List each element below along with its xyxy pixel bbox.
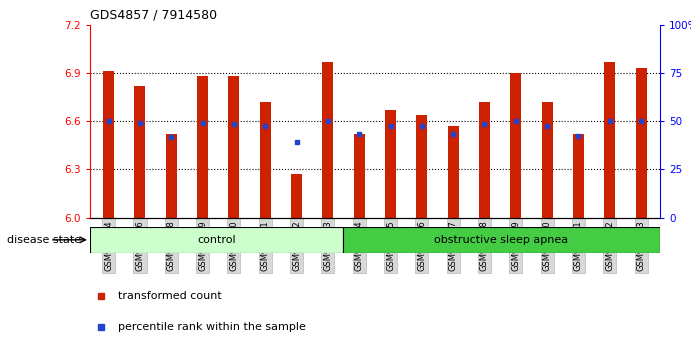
Bar [354, 134, 365, 218]
Bar [90, 227, 343, 253]
Text: GDS4857 / 7914580: GDS4857 / 7914580 [90, 9, 217, 22]
Text: control: control [197, 235, 236, 245]
Text: transformed count: transformed count [118, 291, 222, 301]
Bar [448, 126, 459, 218]
Text: disease state: disease state [7, 235, 81, 245]
Bar [417, 115, 427, 218]
Bar [542, 102, 553, 218]
Bar [135, 86, 145, 218]
Bar [511, 73, 521, 218]
Bar [197, 76, 208, 218]
Bar [166, 134, 177, 218]
Bar [573, 134, 584, 218]
Bar [260, 102, 271, 218]
Bar [343, 227, 660, 253]
Bar [323, 62, 333, 218]
Bar [605, 62, 615, 218]
Bar [636, 68, 647, 218]
Bar [385, 110, 396, 218]
Bar [479, 102, 490, 218]
Text: obstructive sleep apnea: obstructive sleep apnea [435, 235, 569, 245]
Bar [103, 72, 114, 218]
Text: percentile rank within the sample: percentile rank within the sample [118, 322, 306, 332]
Bar [291, 174, 302, 218]
Bar [229, 76, 239, 218]
